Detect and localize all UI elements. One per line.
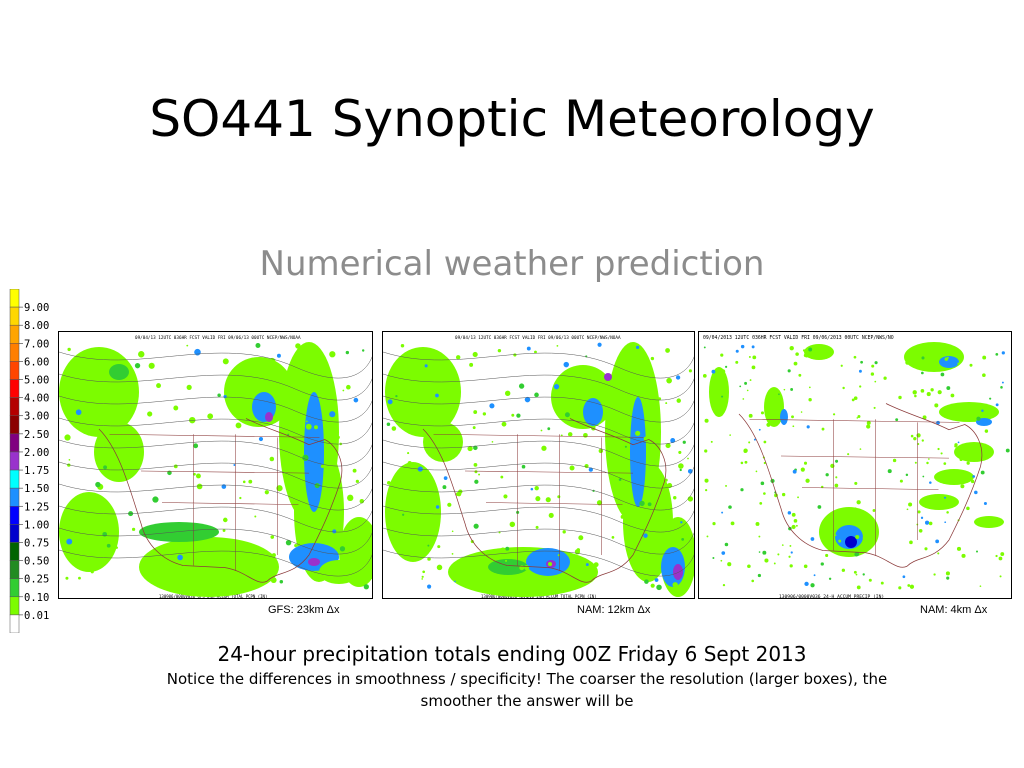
precip-color-legend: 9.00 8.00 7.00 6.00 5.00 4.00 3.00 2.50 2.00 1.75…: [9, 288, 55, 634]
figure-caption: 24-hour precipitation totals ending 00Z …: [217, 642, 807, 666]
legend-swatch: [9, 614, 20, 634]
legend-swatch: [9, 433, 20, 453]
map-borders: [738, 403, 983, 568]
legend-swatch: [9, 542, 20, 561]
legend-swatch: [9, 324, 20, 344]
legend-swatch: [9, 379, 20, 398]
legend-swatch: [9, 415, 20, 435]
legend-level-label: 4.00: [24, 393, 49, 405]
legend-level-label: 1.00: [24, 519, 49, 531]
map-borders: [422, 418, 667, 583]
nam12-precip-map: 09/04/13 12UTC 036HR FCST VALID FRI 09/0…: [382, 331, 695, 599]
gfs-precip-map: 09/04/13 12UTC 036HR FCST VALID FRI 09/0…: [58, 331, 373, 599]
gfs-caption: GFS: 23km Δx: [268, 604, 340, 616]
legend-level-label: 0.75: [24, 537, 49, 549]
nam4-precip-map: 09/04/2013 12UTC 036HR FCST VALID FRI 09…: [698, 331, 1012, 599]
nam12-caption: NAM: 12km Δx: [577, 604, 651, 616]
legend-swatch: [9, 361, 20, 380]
pressure-contours: [383, 351, 694, 577]
legend-level-label: 5.00: [24, 375, 49, 387]
legend-swatch: [9, 306, 20, 326]
figure-note: Notice the differences in smoothness / s…: [166, 670, 888, 710]
legend-level-label: 0.01: [24, 610, 49, 622]
legend-swatch: [9, 469, 20, 489]
nam4-caption: NAM: 4km Δx: [920, 604, 988, 616]
map-header-text: 09/04/13 12UTC 036HR FCST VALID FRI 09/0…: [135, 335, 301, 341]
map-footer-text: 130906/0000V036 24-H ACCUM PRECIP (IN): [779, 594, 884, 599]
legend-swatch: [9, 343, 20, 362]
legend-level-label: 6.00: [24, 356, 49, 368]
slide-subtitle: Numerical weather prediction: [259, 244, 765, 284]
pressure-contours: [59, 351, 372, 577]
legend-level-label: 1.75: [24, 465, 49, 477]
map-borders: [98, 418, 343, 583]
legend-level-label: 3.00: [24, 411, 49, 423]
legend-level-label: 8.00: [24, 320, 49, 332]
legend-swatch: [9, 487, 20, 507]
legend-level-label: 0.50: [24, 556, 49, 568]
slide-title: SO441 Synoptic Meteorology: [149, 90, 875, 148]
legend-swatch: [9, 524, 20, 543]
legend-level-label: 2.50: [24, 429, 49, 441]
precip-field: [59, 342, 372, 597]
legend-level-label: 7.00: [24, 338, 49, 350]
legend-level-label: 0.10: [24, 592, 49, 604]
map-header-text: 09/04/2013 12UTC 036HR FCST VALID FRI 09…: [703, 335, 894, 341]
map-header-text: 09/04/13 12UTC 036HR FCST VALID FRI 09/0…: [455, 335, 621, 341]
legend-swatch: [9, 397, 20, 416]
legend-level-label: 1.50: [24, 483, 49, 495]
legend-swatch: [9, 596, 20, 616]
precip-field: [702, 342, 1010, 590]
precip-field: [385, 342, 694, 597]
legend-level-label: 1.25: [24, 501, 49, 513]
legend-level-label: 9.00: [24, 302, 49, 314]
legend-swatch: [9, 578, 20, 598]
legend-level-label: 2.00: [24, 447, 49, 459]
legend-level-label: 0.25: [24, 574, 49, 586]
legend-swatch: [9, 560, 20, 579]
legend-swatch: [9, 451, 20, 471]
legend-swatch: [9, 506, 20, 525]
legend-swatch: [9, 288, 20, 308]
